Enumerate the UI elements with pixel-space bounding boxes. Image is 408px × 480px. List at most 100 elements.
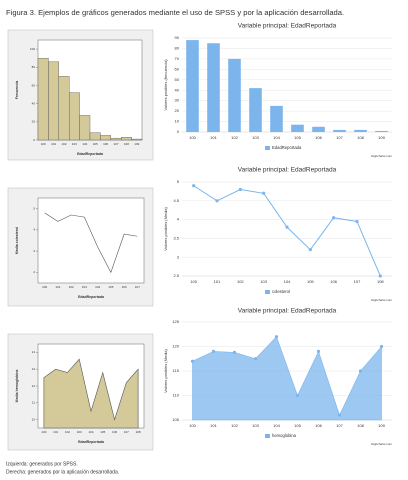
chart-title: Variable principal: EdadReportada	[238, 308, 337, 315]
x-tick-label: 102	[231, 135, 238, 140]
chart-title: Variable principal: EdadReportada	[238, 167, 337, 174]
y-tick-label: 30	[175, 98, 180, 103]
x-tick-label: 103	[72, 142, 77, 146]
x-tick-label: 107	[336, 423, 343, 428]
x-tick-label: 108	[377, 279, 384, 284]
y-tick-label: 80	[32, 65, 36, 69]
y-tick-label: 4.5	[173, 198, 179, 203]
x-tick-label: 102	[231, 423, 238, 428]
point	[192, 184, 196, 188]
x-tick-label: 105	[294, 135, 301, 140]
x-tick-label: 104	[273, 423, 280, 428]
bar	[291, 124, 304, 132]
point	[211, 349, 216, 353]
x-tick-label: 100	[41, 142, 46, 146]
bar	[68, 92, 80, 141]
y-tick-label: 80	[175, 46, 180, 51]
point	[378, 274, 382, 278]
point	[358, 369, 363, 373]
x-axis-label: EdadReportada	[78, 440, 104, 444]
chart-title: Variable principal: EdadReportada	[238, 23, 337, 30]
point	[262, 191, 266, 195]
y-tick-label: 40	[32, 101, 36, 105]
y-tick-label: 3.5	[173, 235, 179, 240]
x-tick-label: 105	[294, 423, 301, 428]
x-tick-label: 107	[336, 135, 343, 140]
line	[44, 212, 138, 274]
legend-symbol	[265, 434, 270, 438]
footnote: Izquierda: generados por SPSS.	[6, 461, 78, 467]
y-tick-label: 90	[175, 35, 180, 40]
credits: Highcharts.com	[371, 154, 392, 158]
x-tick-label: 109	[134, 142, 139, 146]
point	[308, 248, 312, 252]
x-tick-label: 100	[189, 423, 196, 428]
y-tick-label: 2	[33, 270, 35, 274]
y-tick-label: 50	[175, 77, 180, 82]
y-axis-label: Valores posibles (frecuencia)	[163, 59, 168, 111]
x-tick-label: 100	[41, 430, 46, 434]
credits: Highcharts.com	[371, 442, 392, 446]
x-tick-label: 105	[93, 142, 98, 146]
point	[355, 219, 359, 224]
x-tick-label: 102	[69, 285, 74, 289]
bar	[120, 137, 132, 141]
x-tick-label: 106	[315, 135, 322, 140]
y-tick-label: 125	[172, 319, 179, 324]
x-tick-label: 106	[112, 430, 117, 434]
bar	[131, 138, 143, 141]
x-tick-label: 108	[357, 135, 364, 140]
legend-entry: hemoglobina	[272, 433, 297, 438]
x-tick-label: 103	[82, 285, 87, 289]
y-tick-label: 105	[172, 417, 179, 422]
bar	[48, 61, 60, 141]
point	[253, 357, 258, 361]
x-tick-label: 106	[330, 279, 337, 284]
point	[274, 335, 279, 339]
x-tick-label: 105	[108, 285, 113, 289]
point	[285, 225, 289, 229]
y-tick-label: 10	[175, 119, 180, 124]
legend-symbol	[265, 290, 270, 294]
bar	[375, 130, 388, 132]
y-tick-label: 4	[33, 228, 35, 232]
credits: Highcharts.com	[371, 298, 392, 302]
x-tick-label: 103	[252, 135, 259, 140]
point	[190, 359, 195, 363]
x-tick-label: 101	[210, 135, 217, 140]
x-tick-label: 101	[53, 430, 58, 434]
y-tick-label: 10	[32, 417, 36, 421]
bar	[228, 58, 241, 133]
bar	[312, 126, 325, 132]
x-tick-label: 106	[122, 285, 127, 289]
legend-entry: colesterol	[272, 289, 290, 294]
bar	[58, 76, 70, 141]
x-tick-label: 108	[124, 142, 129, 146]
point	[295, 393, 300, 398]
bar	[186, 40, 199, 132]
y-axis-label: Valores posibles (Media)	[163, 206, 168, 250]
point	[232, 350, 237, 354]
x-tick-label: 106	[315, 423, 322, 428]
x-tick-label: 103	[252, 423, 259, 428]
y-axis-label: Media colesterol	[15, 227, 19, 254]
y-tick-label: 110	[173, 393, 180, 398]
x-tick-label: 100	[190, 279, 197, 284]
bar	[79, 115, 91, 141]
y-tick-label: 20	[175, 108, 180, 113]
y-tick-label: 3	[177, 254, 180, 259]
y-axis-label: Media hemoglobina	[15, 370, 19, 403]
x-tick-label: 107	[354, 279, 361, 284]
bar	[89, 132, 101, 141]
bar	[37, 57, 49, 141]
y-tick-label: 60	[175, 66, 180, 71]
x-tick-label: 109	[378, 135, 385, 140]
x-tick-label: 104	[82, 142, 87, 146]
y-tick-label: 5	[33, 206, 35, 210]
x-axis-label: EdadReportada	[77, 152, 103, 156]
point	[316, 349, 321, 353]
point	[332, 216, 336, 220]
bar	[249, 88, 262, 132]
bar	[100, 135, 112, 141]
